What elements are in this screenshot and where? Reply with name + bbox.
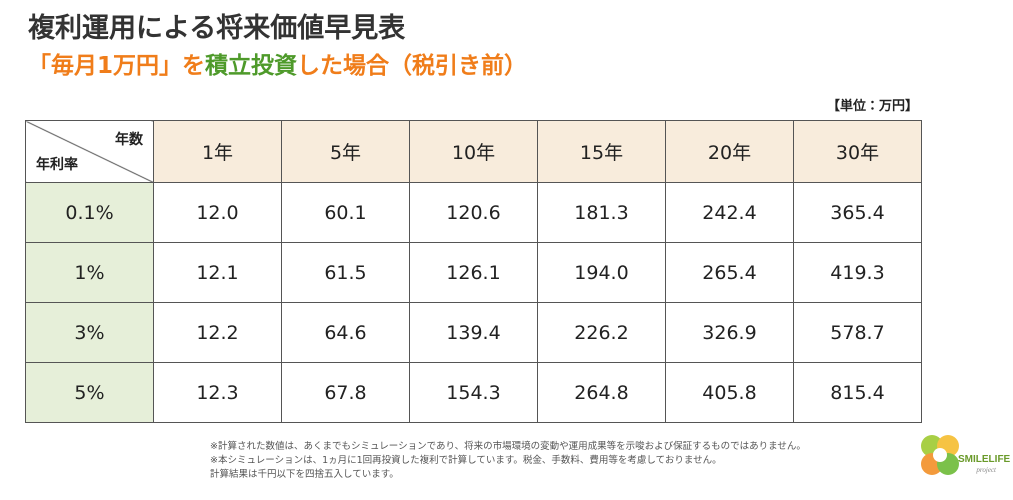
corner-bottom: 年利率 xyxy=(36,157,78,173)
table: 年数 年利率 1年 5年 10年 15年 20年 30年 0.1% 12.0 60.1 120.… xyxy=(25,120,922,423)
column-header: 1年 xyxy=(153,120,282,183)
value-cell: 126.1 xyxy=(409,242,538,303)
subtitle: 「毎月1万円」を積立投資した場合（税引き前） xyxy=(28,46,527,80)
value-cell: 12.0 xyxy=(153,182,282,243)
note: ※本シミュレーションは、1ヵ月に1回再投資した複利で計算しています。税金、手数料… xyxy=(210,455,722,466)
value-cell: 12.1 xyxy=(153,242,282,303)
value-cell: 365.4 xyxy=(793,182,922,243)
logo: SMILELIFE project xyxy=(921,435,1011,475)
value-cell: 194.0 xyxy=(537,242,666,303)
value-cell: 181.3 xyxy=(537,182,666,243)
value-cell: 578.7 xyxy=(793,302,922,363)
value-cell: 226.2 xyxy=(537,302,666,363)
header-row: 年数 年利率 1年 5年 10年 15年 20年 30年 xyxy=(25,120,922,183)
value-cell: 120.6 xyxy=(409,182,538,243)
logo-center xyxy=(933,448,947,462)
value-cell: 419.3 xyxy=(793,242,922,303)
logo-sub: project xyxy=(975,466,997,474)
column-header: 10年 xyxy=(409,120,538,183)
table-row: 5% 12.3 67.8 154.3 264.8 405.8 815.4 xyxy=(25,362,922,423)
value-cell: 61.5 xyxy=(281,242,410,303)
subtitle-part: 積立投資 xyxy=(205,53,298,79)
column-header: 5年 xyxy=(281,120,410,183)
title: 複利運用による将来価値早見表 xyxy=(28,13,406,44)
rate-cell: 0.1% xyxy=(25,182,154,243)
column-header: 15年 xyxy=(537,120,666,183)
subtitle-part: 「毎月1万円」を xyxy=(28,53,206,79)
note: ※計算された数値は、あくまでもシミュレーションであり、将来の市場環境の変動や運用… xyxy=(210,441,806,452)
value-cell: 405.8 xyxy=(665,362,794,423)
note: 計算結果は千円以下を四捨五入しています。 xyxy=(210,469,399,480)
column-header: 20年 xyxy=(665,120,794,183)
value-cell: 139.4 xyxy=(409,302,538,363)
corner-top: 年数 xyxy=(115,132,143,148)
value-cell: 326.9 xyxy=(665,302,794,363)
logo-name: SMILELIFE xyxy=(958,454,1011,465)
corner-cell: 年数 年利率 xyxy=(25,120,154,183)
table-row: 3% 12.2 64.6 139.4 226.2 326.9 578.7 xyxy=(25,302,922,363)
table-row: 1% 12.1 61.5 126.1 194.0 265.4 419.3 xyxy=(25,242,922,303)
value-cell: 67.8 xyxy=(281,362,410,423)
value-cell: 64.6 xyxy=(281,302,410,363)
value-cell: 60.1 xyxy=(281,182,410,243)
value-cell: 12.2 xyxy=(153,302,282,363)
value-cell: 265.4 xyxy=(665,242,794,303)
notes: ※計算された数値は、あくまでもシミュレーションであり、将来の市場環境の変動や運用… xyxy=(210,440,806,482)
value-cell: 154.3 xyxy=(409,362,538,423)
value-cell: 264.8 xyxy=(537,362,666,423)
table-row: 0.1% 12.0 60.1 120.6 181.3 242.4 365.4 xyxy=(25,182,922,243)
subtitle-part: した場合（税引き前） xyxy=(297,53,528,79)
rate-cell: 5% xyxy=(25,362,154,423)
value-cell: 12.3 xyxy=(153,362,282,423)
value-cell: 242.4 xyxy=(665,182,794,243)
rate-cell: 3% xyxy=(25,302,154,363)
value-cell: 815.4 xyxy=(793,362,922,423)
unit-label: 【単位：万円】 xyxy=(826,99,918,114)
rate-cell: 1% xyxy=(25,242,154,303)
column-header: 30年 xyxy=(793,120,922,183)
